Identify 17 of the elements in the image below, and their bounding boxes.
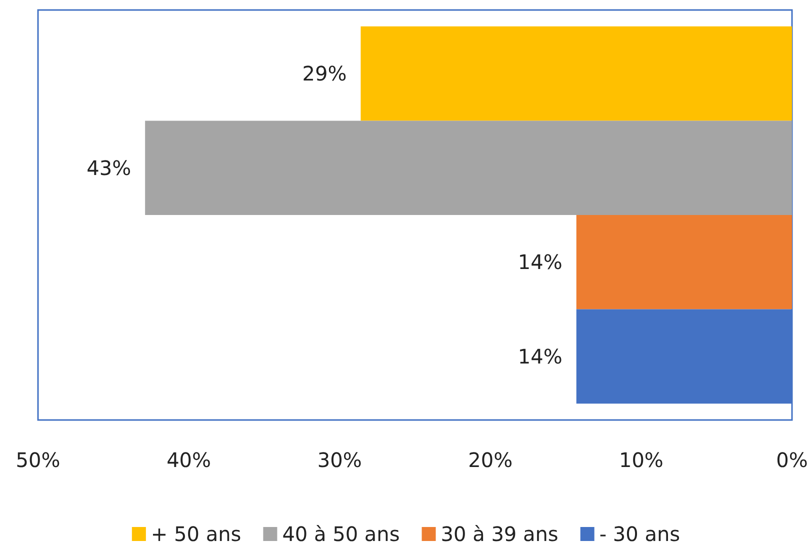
data-label: 14% [518, 344, 562, 368]
x-tick-label: 0% [776, 448, 808, 472]
data-label: 14% [518, 250, 562, 274]
bar [145, 120, 792, 215]
data-label: 43% [86, 156, 132, 180]
legend-label: 40 à 50 ans [282, 522, 400, 546]
x-tick-label: 20% [468, 448, 513, 472]
bar [360, 26, 792, 121]
x-tick-label: 10% [618, 448, 664, 472]
legend-label: - 30 ans [599, 522, 680, 546]
data-label: 29% [302, 62, 347, 86]
x-tick-label: 50% [16, 448, 60, 472]
bar [576, 215, 792, 310]
legend-label: 30 à 39 ans [440, 522, 558, 546]
x-tick-label: 40% [166, 448, 212, 472]
x-tick-label: 30% [317, 448, 362, 472]
legend-label: + 50 ans [150, 522, 242, 546]
